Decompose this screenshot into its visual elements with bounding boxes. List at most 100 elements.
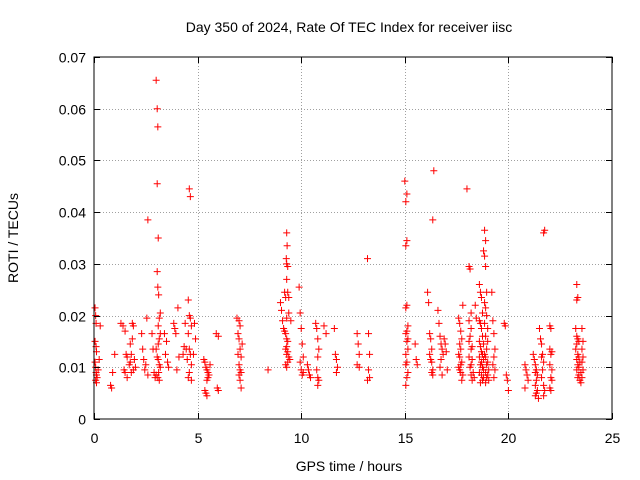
data-point <box>235 361 243 369</box>
data-point <box>108 384 116 392</box>
data-point <box>539 366 547 374</box>
data-point <box>479 309 486 317</box>
data-point <box>533 371 541 379</box>
data-point <box>429 216 437 224</box>
data-point <box>426 350 434 358</box>
x-axis-label: GPS time / hours <box>296 458 403 474</box>
data-point <box>139 345 147 353</box>
data-point <box>236 345 244 353</box>
data-point <box>490 353 498 361</box>
data-point <box>284 288 292 296</box>
data-point <box>155 335 163 343</box>
data-point <box>160 330 168 338</box>
y-tick-labels: 0 0.01 0.02 0.03 0.04 0.05 0.06 0.07 <box>59 50 86 428</box>
data-point <box>144 371 152 379</box>
data-point <box>465 337 473 345</box>
y-tick-label: 0.04 <box>59 205 86 221</box>
data-point <box>578 345 586 353</box>
data-point <box>482 353 490 361</box>
data-point <box>438 371 446 379</box>
data-point <box>283 229 291 237</box>
data-point <box>524 376 532 384</box>
data-point <box>96 322 104 330</box>
data-point <box>466 332 474 340</box>
data-point <box>530 356 538 364</box>
data-point <box>320 322 328 330</box>
data-point <box>91 337 99 345</box>
data-point <box>130 356 138 364</box>
data-point <box>467 345 475 353</box>
data-point <box>365 366 373 374</box>
data-point <box>126 358 134 366</box>
data-point <box>237 353 245 361</box>
data-point <box>330 325 338 332</box>
data-point <box>572 345 580 353</box>
data-point <box>403 190 411 198</box>
data-point <box>532 376 540 384</box>
data-point <box>475 281 483 289</box>
data-point <box>424 288 432 296</box>
data-point <box>442 348 450 356</box>
data-point <box>142 361 150 369</box>
y-tick-label: 0.02 <box>59 309 86 325</box>
data-point <box>91 358 99 366</box>
data-point <box>283 242 291 250</box>
data-point <box>128 335 136 343</box>
data-point <box>185 185 193 193</box>
data-point <box>155 291 163 299</box>
data-point <box>457 327 465 335</box>
data-point <box>264 366 272 374</box>
data-point <box>187 376 195 384</box>
data-point <box>480 247 488 255</box>
data-point <box>471 301 479 309</box>
data-point <box>312 319 320 327</box>
data-point <box>402 304 410 312</box>
data-point <box>573 296 581 304</box>
data-point <box>138 330 146 338</box>
y-tick-label: 0.05 <box>59 153 86 169</box>
data-point <box>92 312 100 320</box>
data-point <box>332 356 340 364</box>
data-point <box>403 237 411 245</box>
data-point <box>91 304 99 312</box>
data-point <box>441 340 449 348</box>
data-point <box>483 312 491 320</box>
data-point <box>175 353 183 361</box>
y-tick-label: 0.01 <box>59 360 86 376</box>
data-point <box>285 309 293 317</box>
data-point <box>443 366 451 374</box>
data-point <box>298 371 306 379</box>
y-axis-label: ROTI / TECUs <box>5 193 21 283</box>
data-point <box>141 366 149 374</box>
data-point <box>538 374 546 382</box>
data-point <box>402 350 410 358</box>
data-point <box>538 353 546 361</box>
data-point <box>503 376 511 384</box>
data-point <box>364 376 372 384</box>
data-point <box>315 376 323 384</box>
data-point <box>476 343 484 351</box>
data-point <box>458 376 466 384</box>
data-point <box>161 350 169 358</box>
data-point <box>185 345 193 353</box>
data-point <box>521 384 529 392</box>
data-point <box>203 376 211 384</box>
data-point <box>579 353 587 361</box>
data-point <box>95 356 103 364</box>
data-point <box>307 374 315 382</box>
data-point <box>402 361 410 369</box>
data-point <box>402 242 410 250</box>
data-point <box>540 392 548 400</box>
data-point <box>455 314 463 322</box>
data-point <box>440 335 448 343</box>
data-point <box>529 350 537 358</box>
data-point <box>155 376 163 384</box>
data-point <box>364 255 372 263</box>
data-point <box>547 387 555 395</box>
x-tick-label: 20 <box>501 430 517 446</box>
data-point <box>153 105 161 113</box>
data-point <box>164 358 172 366</box>
y-tick-label: 0.06 <box>59 102 86 118</box>
data-point <box>476 288 484 296</box>
x-tick-label: 0 <box>91 430 99 446</box>
